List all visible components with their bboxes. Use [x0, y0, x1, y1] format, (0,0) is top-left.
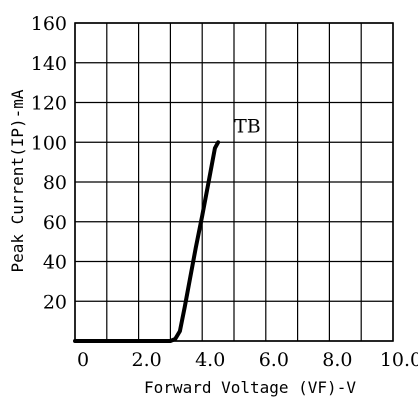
x-tick-label: 2.0	[131, 349, 161, 371]
y-axis-label: Peak Current(IP)-mA	[8, 89, 27, 272]
x-tick-label: 8.0	[322, 349, 352, 371]
y-tick-label: 20	[43, 291, 67, 313]
x-tick-label: 4.0	[195, 349, 225, 371]
grid-lines	[74, 22, 394, 342]
y-tick-label: 160	[31, 13, 67, 35]
y-tick-labels: 20 40 60 80 100 120 140 160	[31, 13, 67, 313]
x-tick-label: 6.0	[259, 349, 289, 371]
x-tick-labels: 0 2.0 4.0 6.0 8.0 10.0	[77, 349, 418, 371]
y-tick-label: 100	[31, 132, 67, 154]
plot-border	[74, 22, 394, 342]
x-axis-label: Forward Voltage (VF)-V	[144, 378, 356, 397]
series-layer: TB	[73, 115, 261, 343]
series-line-tb	[73, 140, 221, 343]
series-label-tb: TB	[234, 115, 261, 137]
y-tick-label: 120	[31, 93, 67, 115]
x-tick-label: 10.0	[380, 349, 418, 371]
x-tick-label: 0	[77, 349, 89, 371]
y-tick-label: 80	[43, 172, 67, 194]
y-tick-label: 40	[43, 252, 67, 274]
plot-frame	[74, 22, 394, 342]
y-tick-label: 60	[43, 212, 67, 234]
y-tick-label: 140	[31, 53, 67, 75]
